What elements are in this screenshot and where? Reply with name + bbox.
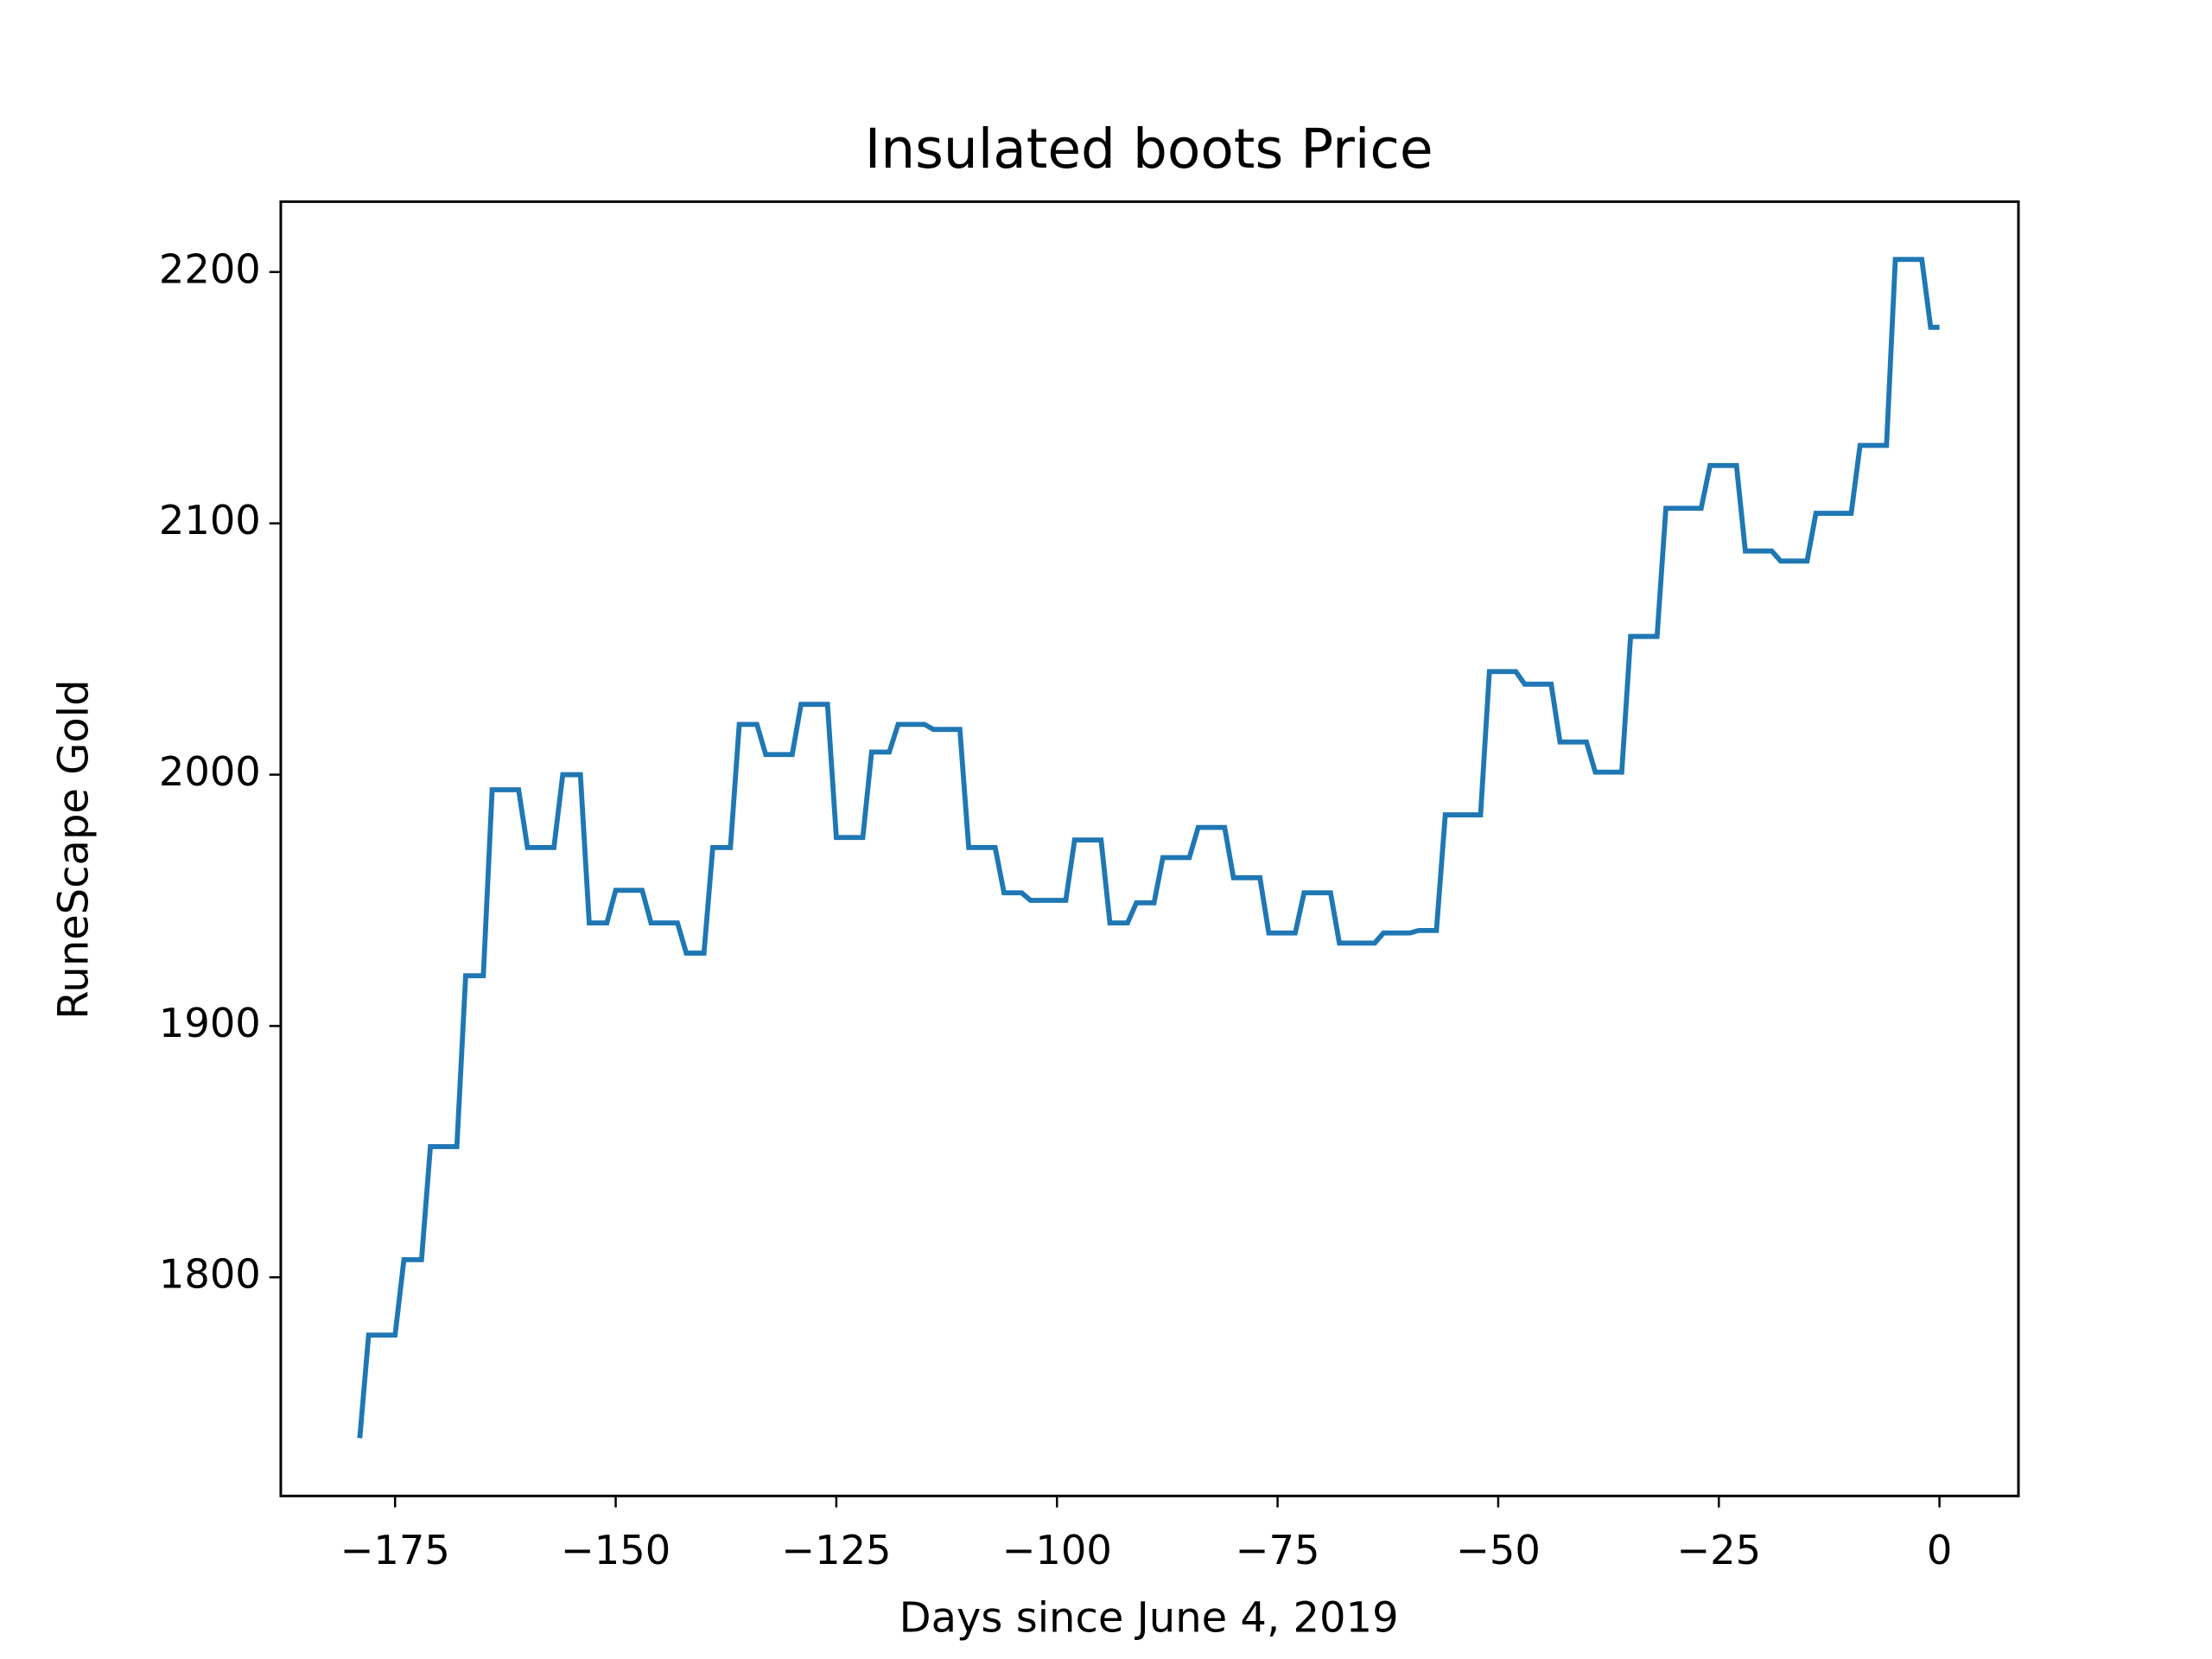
x-tick-label: −50 [1456, 1527, 1541, 1573]
plot-frame [279, 200, 2020, 1497]
x-tick-label: −100 [1002, 1527, 1112, 1573]
y-tick-label: 1800 [159, 1251, 261, 1298]
price-line [357, 257, 1940, 1439]
x-axis-label: Days since June 4, 2019 [899, 1593, 1399, 1642]
y-tick-label: 2100 [159, 497, 261, 543]
x-tick-label: −75 [1236, 1527, 1320, 1573]
x-tick-label: −125 [781, 1527, 891, 1573]
chart-title: Insulated boots Price [865, 118, 1433, 181]
y-tick-label: 2000 [159, 748, 261, 795]
x-tick-label: 0 [1927, 1527, 1952, 1573]
y-tick-label: 2200 [159, 245, 261, 292]
x-tick-label: −150 [561, 1527, 671, 1573]
x-tick-label: −25 [1676, 1527, 1761, 1573]
y-tick-label: 1900 [159, 1000, 261, 1046]
x-tick-label: −175 [340, 1527, 450, 1573]
y-axis-label: RuneScape Gold [49, 679, 98, 1019]
